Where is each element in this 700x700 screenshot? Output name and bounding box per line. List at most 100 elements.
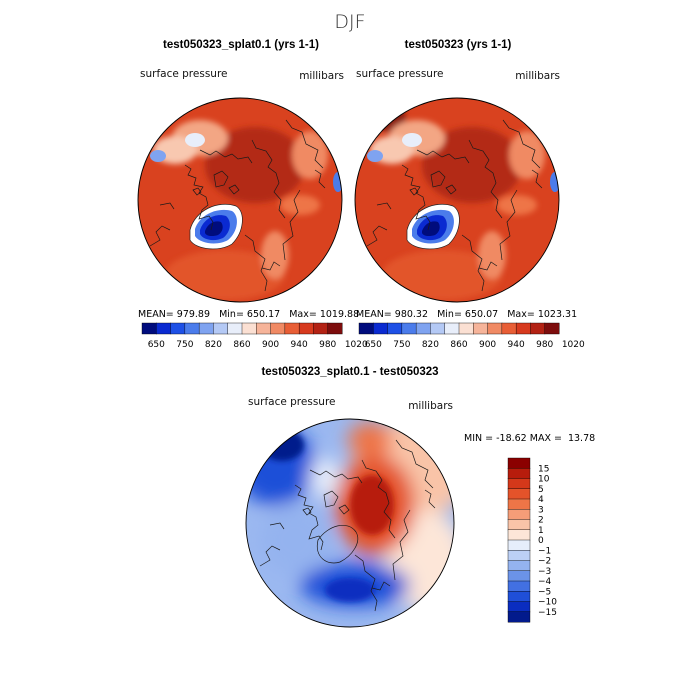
colorbar-swatch	[458, 322, 474, 335]
colorbar-tick-label: 750	[176, 340, 193, 350]
colorbar-swatch	[198, 322, 214, 335]
panel-c-field-max	[350, 475, 394, 535]
panel-a-colorbar-ticks: 650 750 820 860 900 940 980 1020	[148, 340, 368, 350]
colorbar-swatch	[507, 488, 531, 500]
panel-c-stats: MIN = -18.62 MAX = 13.78	[464, 433, 595, 444]
colorbar-tick-label: 980	[319, 340, 336, 350]
colorbar-tick-label: 0	[538, 536, 544, 546]
panel-c-variable: surface pressure	[248, 396, 336, 408]
colorbar-tick-label: 980	[536, 340, 553, 350]
colorbar-swatch	[530, 322, 546, 335]
colorbar-tick-label: −15	[538, 608, 557, 618]
panel-c-title: test050323_splat0.1 - test050323	[261, 366, 438, 378]
colorbar-swatch	[507, 601, 531, 613]
panel-a-greenland-low-deep	[205, 221, 223, 237]
colorbar-swatch	[184, 322, 200, 335]
colorbar-tick-label: 650	[148, 340, 165, 350]
colorbar-tick-label: 10	[538, 475, 550, 485]
panel-b-field-mid	[509, 131, 545, 179]
colorbar-swatch	[284, 322, 300, 335]
colorbar-swatch	[487, 322, 503, 335]
panel-a-colorbar	[141, 322, 343, 335]
colorbar-tick-label: −10	[538, 598, 557, 608]
colorbar-tick-label: 1020	[345, 340, 368, 350]
panel-b-coastlines	[366, 119, 543, 292]
colorbar-swatch	[507, 509, 531, 521]
colorbar-swatch	[507, 591, 531, 603]
colorbar-tick-label: 900	[479, 340, 496, 350]
colorbar-tick-label: 3	[538, 505, 544, 515]
panel-c-map-border	[245, 418, 455, 628]
panel-a-variable: surface pressure	[140, 68, 228, 80]
colorbar-swatch	[241, 322, 257, 335]
colorbar-tick-label: 820	[205, 340, 222, 350]
colorbar-tick-label: 650	[365, 340, 382, 350]
colorbar-swatch	[544, 322, 560, 335]
colorbar-tick-label: 900	[262, 340, 279, 350]
colorbar-swatch	[507, 519, 531, 531]
colorbar-tick-label: 4	[538, 495, 544, 505]
panel-b-field-high	[382, 250, 502, 300]
panel-a-field-low	[185, 133, 205, 147]
colorbar-swatch	[515, 322, 531, 335]
colorbar-tick-label: 940	[291, 340, 308, 350]
panel-b-colorbar-ticks: 650 750 820 860 900 940 980 1020	[365, 340, 585, 350]
colorbar-swatch	[473, 322, 489, 335]
panel-c-field-neg-core	[325, 578, 375, 602]
colorbar-tick-label: 1	[538, 526, 544, 536]
colorbar-swatch	[387, 322, 403, 335]
colorbar-tick-label: −4	[538, 577, 552, 587]
colorbar-swatch	[507, 478, 531, 490]
colorbar-swatch	[507, 529, 531, 541]
panel-c-units: millibars	[408, 400, 453, 412]
colorbar-tick-label: 940	[508, 340, 525, 350]
panel-a-coastlines	[149, 119, 326, 292]
panel-a: test050323_splat0.1 (yrs 1-1) surface pr…	[137, 39, 368, 350]
colorbar-swatch	[227, 322, 243, 335]
colorbar-swatch	[298, 322, 314, 335]
colorbar-swatch	[270, 322, 286, 335]
colorbar-swatch	[256, 322, 272, 335]
panel-b-units: millibars	[515, 70, 560, 82]
colorbar-swatch	[170, 322, 186, 335]
panel-b-field-mid	[478, 231, 506, 279]
colorbar-tick-label: 5	[538, 485, 544, 495]
colorbar-swatch	[507, 539, 531, 551]
panel-c-field-negative	[246, 425, 315, 505]
colorbar-swatch	[501, 322, 517, 335]
panel-a-units: millibars	[299, 70, 344, 82]
panel-b-title: test050323 (yrs 1-1)	[405, 39, 512, 51]
colorbar-swatch	[507, 468, 531, 480]
colorbar-swatch	[507, 550, 531, 562]
panel-b-greenland-low-deep	[422, 221, 440, 237]
colorbar-swatch	[156, 322, 172, 335]
panel-b: test050323 (yrs 1-1) surface pressure mi…	[354, 39, 585, 350]
colorbar-swatch	[373, 322, 389, 335]
colorbar-tick-label: −3	[538, 567, 551, 577]
colorbar-tick-label: 1020	[562, 340, 585, 350]
colorbar-swatch	[141, 322, 157, 335]
colorbar-swatch	[401, 322, 417, 335]
colorbar-swatch	[415, 322, 431, 335]
panel-a-field-mid	[280, 195, 320, 215]
panel-b-field-high	[422, 127, 522, 203]
panel-a-title: test050323_splat0.1 (yrs 1-1)	[163, 39, 319, 51]
colorbar-swatch	[213, 322, 229, 335]
panel-a-stats: MEAN= 979.89 Min= 650.17 Max= 1019.88	[138, 309, 359, 320]
panel-b-field-low	[367, 150, 383, 162]
colorbar-swatch	[507, 580, 531, 592]
panel-c-map	[246, 419, 454, 627]
panel-b-field-low	[402, 133, 422, 147]
panel-a-field-mid	[292, 131, 328, 179]
colorbar-swatch	[313, 322, 329, 335]
colorbar-swatch	[507, 560, 531, 572]
panel-a-map	[138, 98, 342, 302]
panel-b-colorbar	[358, 322, 560, 335]
colorbar-swatch	[444, 322, 460, 335]
panel-b-field-mid	[497, 195, 537, 215]
panel-a-field-high	[205, 127, 305, 203]
colorbar-tick-label: 15	[538, 464, 549, 474]
colorbar-tick-label: 860	[450, 340, 467, 350]
